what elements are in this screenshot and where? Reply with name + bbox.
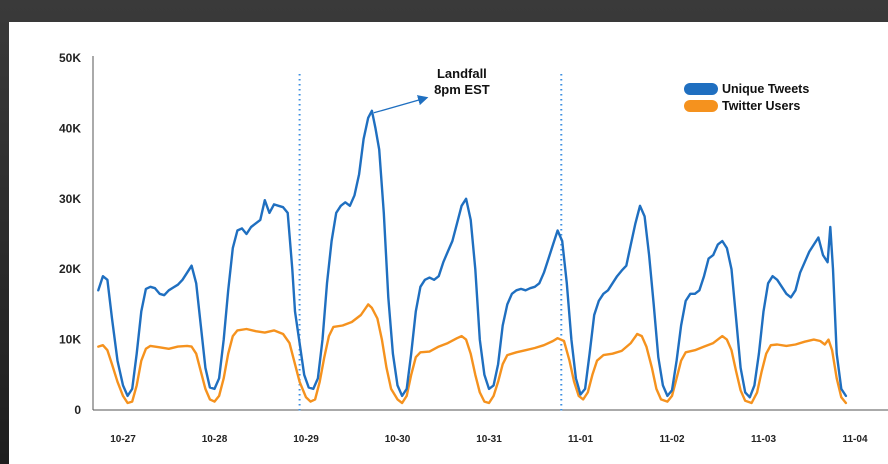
x-tick-label: 10-27 — [110, 434, 136, 445]
x-tick-label: 11-02 — [659, 434, 684, 445]
axes: 0 10K 20K 30K 40K 50K 10-27 10-28 10-29 10-30 10-3… — [59, 51, 888, 445]
landfall-annotation: Landfall 8pm EST — [373, 66, 490, 114]
series-line-twitter-users — [97, 303, 848, 405]
y-tick-label: 50K — [59, 51, 81, 65]
y-tick-label: 30K — [59, 192, 81, 206]
x-tick-label: 10-28 — [202, 434, 228, 445]
legend-swatch — [684, 100, 718, 112]
annotation-arrow — [373, 95, 429, 114]
chart: 0 10K 20K 30K 40K 50K 10-27 10-28 10-29 10-30 10-3… — [59, 51, 888, 445]
series-layer — [97, 109, 848, 405]
annotation-text-line1: Landfall — [437, 66, 487, 81]
x-tick-label: 11-01 — [568, 434, 593, 445]
annotation-text-line2: 8pm EST — [434, 82, 490, 97]
legend-label: Twitter Users — [722, 99, 800, 113]
x-tick-label: 10-31 — [476, 434, 502, 445]
legend: Unique Tweets Twitter Users — [684, 82, 809, 113]
y-tick-label: 40K — [59, 121, 81, 135]
legend-swatch — [684, 83, 718, 95]
y-tick-label: 0 — [74, 403, 81, 417]
vertical-markers — [298, 74, 563, 414]
x-tick-label: 10-29 — [293, 434, 319, 445]
y-tick-label: 10K — [59, 333, 81, 347]
series-line-unique-tweets — [97, 109, 848, 399]
legend-label: Unique Tweets — [722, 82, 809, 96]
chart-panel: 0 10K 20K 30K 40K 50K 10-27 10-28 10-29 10-30 10-3… — [9, 22, 888, 464]
x-tick-label: 10-30 — [385, 434, 411, 445]
x-tick-label: 11-04 — [842, 434, 867, 445]
x-tick-label: 11-03 — [751, 434, 776, 445]
y-tick-label: 20K — [59, 262, 81, 276]
